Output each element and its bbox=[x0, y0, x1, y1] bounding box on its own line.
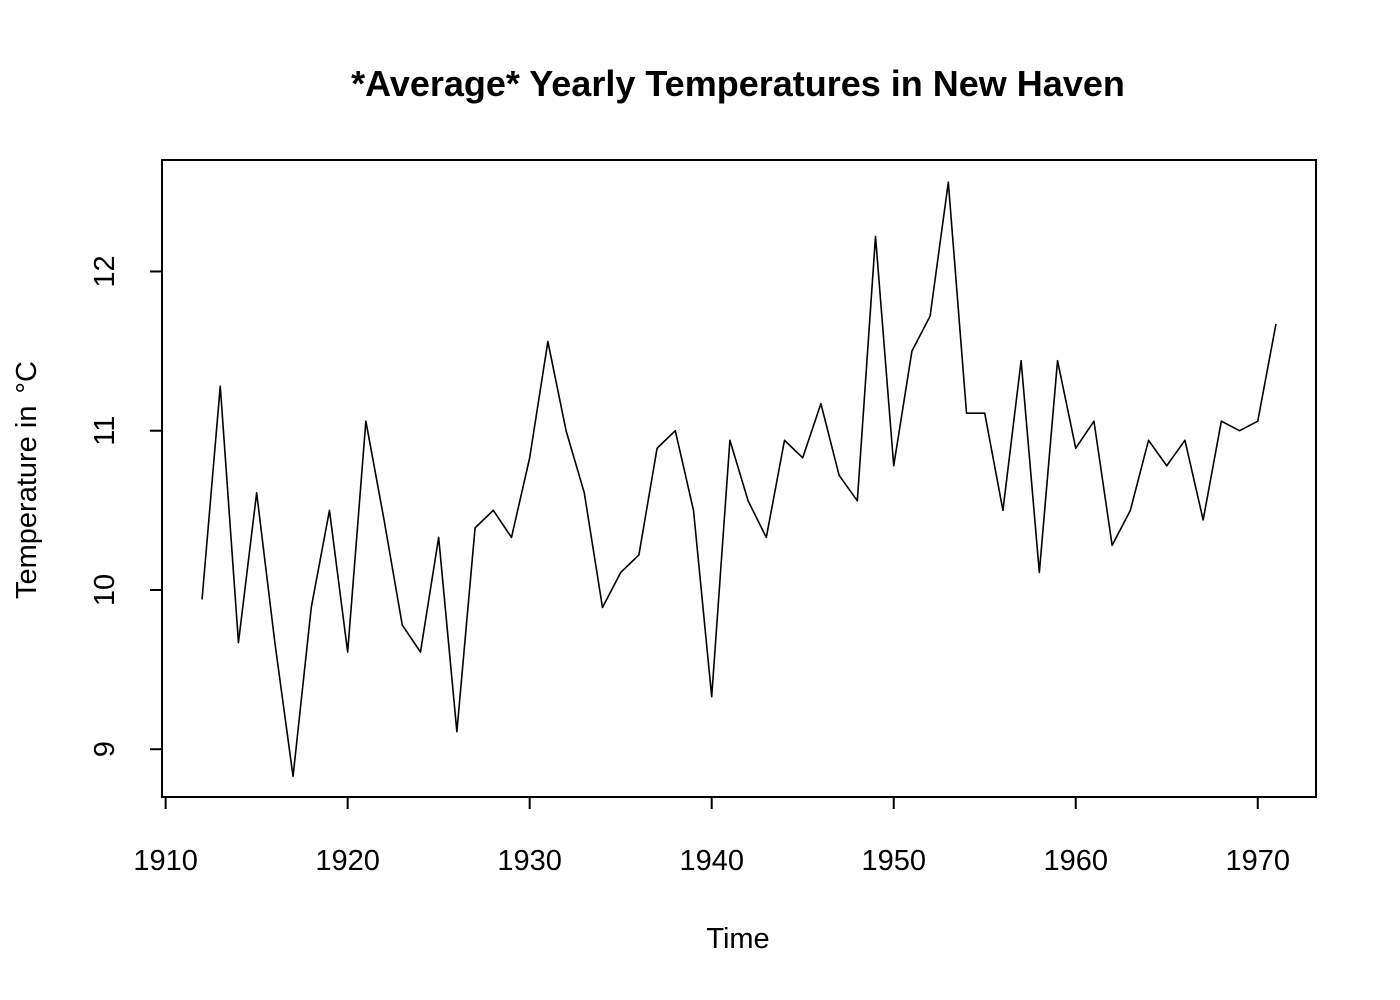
x-axis: 1910 1920 1930 1940 1950 1960 1970 bbox=[133, 796, 1290, 877]
x-tick-label: 1960 bbox=[1043, 845, 1108, 877]
y-axis: 9 10 11 12 bbox=[89, 255, 163, 757]
x-tick-label: 1940 bbox=[679, 845, 744, 877]
x-axis-label: Time bbox=[706, 923, 769, 955]
y-axis-label-unit: °C bbox=[11, 361, 43, 394]
x-tick-label: 1950 bbox=[861, 845, 926, 877]
x-tick-label: 1920 bbox=[315, 845, 380, 877]
y-tick-label: 12 bbox=[89, 255, 121, 287]
temperature-series-line bbox=[201, 181, 1277, 778]
y-tick-label: 9 bbox=[89, 741, 121, 757]
chart-title: *Average* Yearly Temperatures in New Hav… bbox=[351, 63, 1125, 104]
y-tick-label: 11 bbox=[89, 416, 121, 446]
y-axis-label: Temperature in °C bbox=[11, 361, 43, 599]
y-tick-label: 10 bbox=[89, 574, 121, 606]
y-axis-label-text: Temperature in bbox=[11, 406, 43, 599]
x-tick-label: 1910 bbox=[133, 845, 198, 877]
plot-frame bbox=[161, 159, 1317, 798]
x-tick-label: 1930 bbox=[497, 845, 562, 877]
x-tick-label: 1970 bbox=[1225, 845, 1290, 877]
